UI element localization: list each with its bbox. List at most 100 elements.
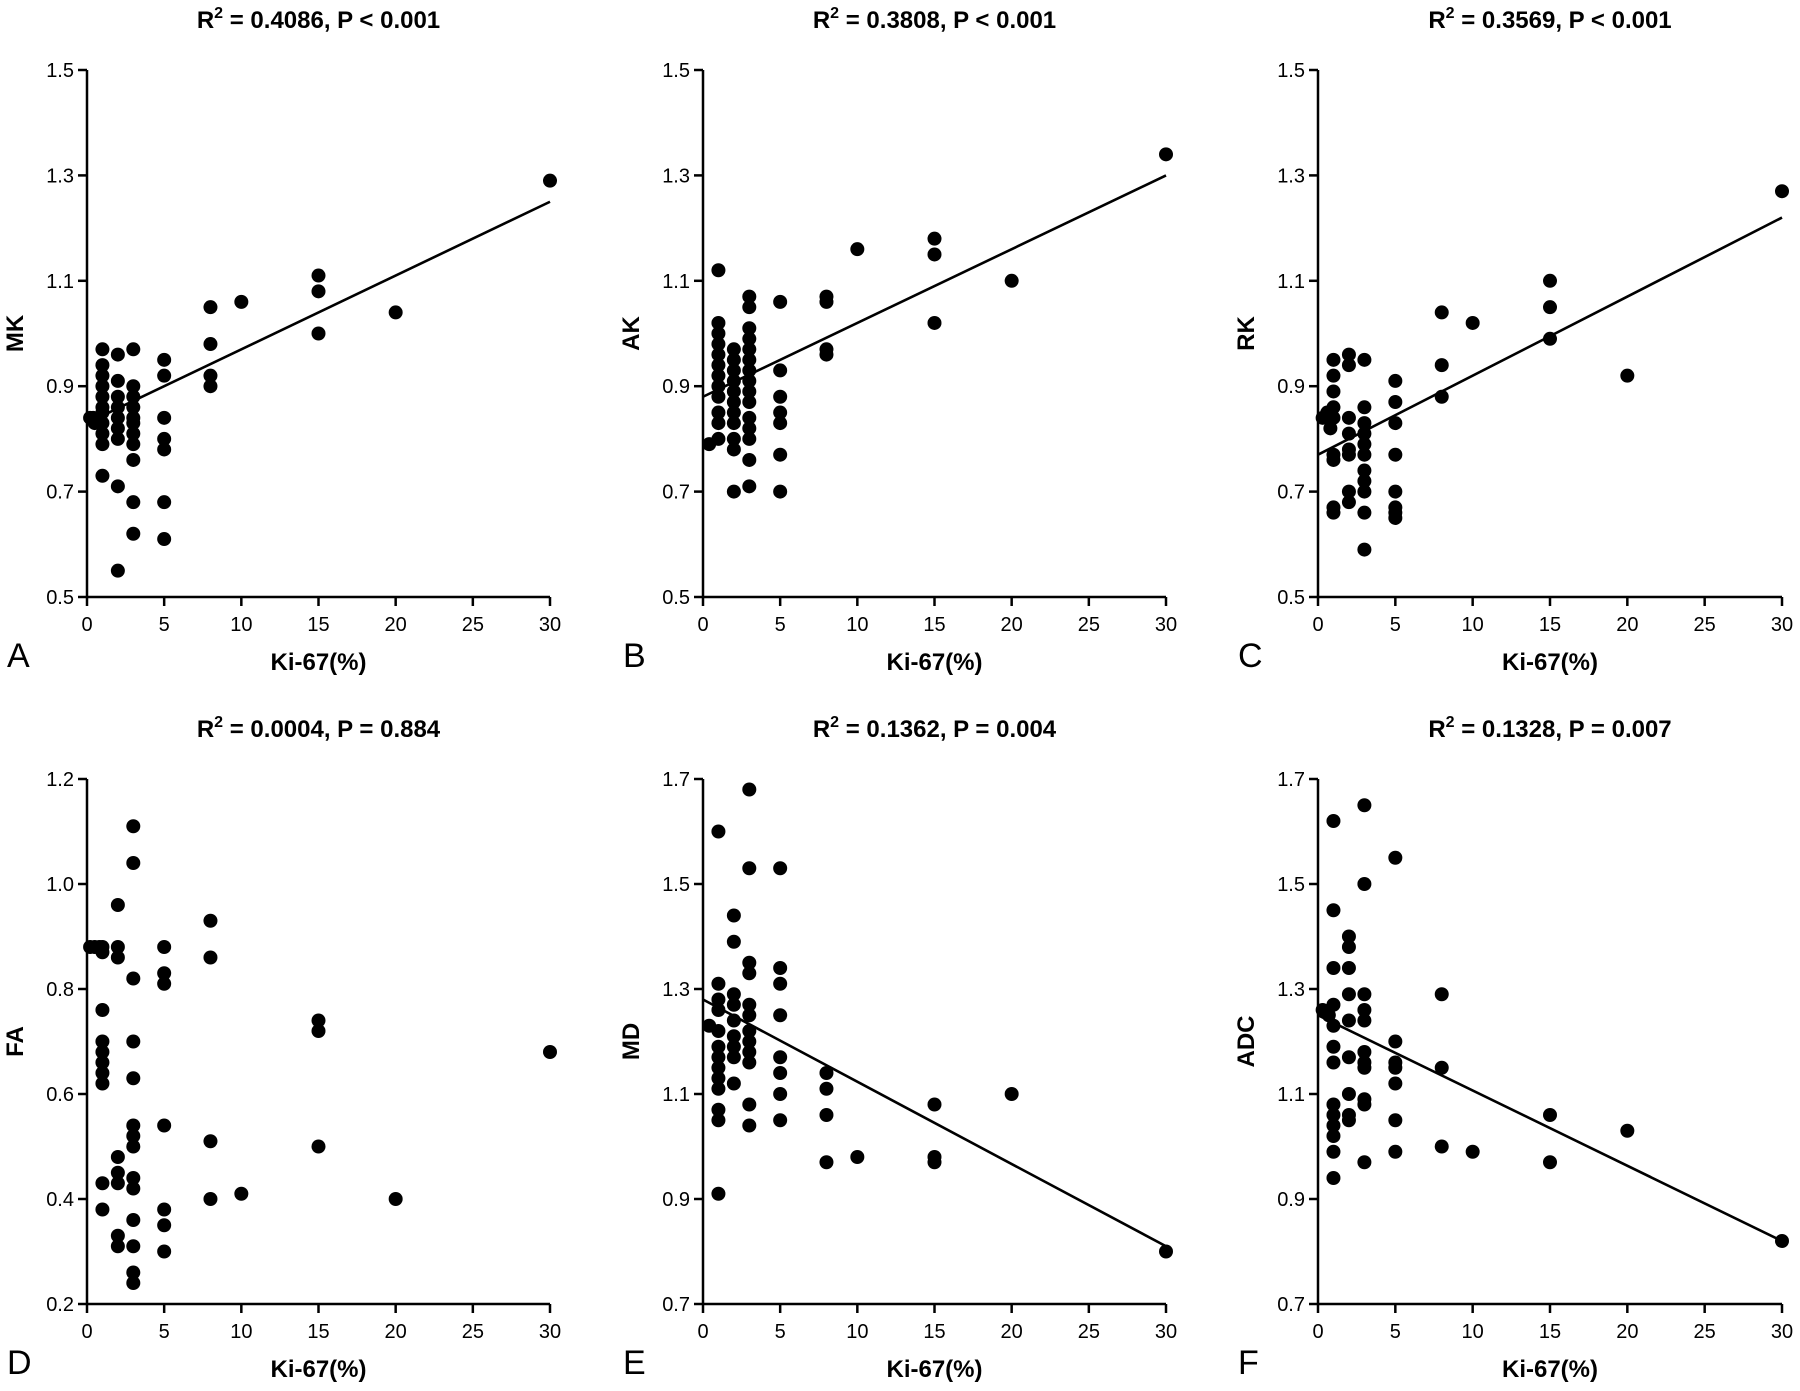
data-point xyxy=(1341,426,1356,441)
data-point xyxy=(726,1029,741,1044)
data-point xyxy=(1341,495,1356,510)
data-point xyxy=(1326,368,1341,383)
panel-title: R2 = 0.1328, P = 0.007 xyxy=(1428,714,1671,743)
data-point xyxy=(1341,484,1356,499)
data-point xyxy=(726,363,741,378)
x-tick-label: 0 xyxy=(697,614,708,636)
data-point xyxy=(1357,1045,1372,1059)
data-point xyxy=(1434,358,1449,373)
data-point xyxy=(203,379,218,394)
data-point xyxy=(1326,452,1341,467)
y-tick-label: 1.5 xyxy=(1277,874,1305,896)
data-point xyxy=(311,284,326,299)
data-point xyxy=(95,468,110,483)
data-point xyxy=(742,352,757,367)
data-point xyxy=(95,358,110,373)
data-point xyxy=(1341,961,1356,975)
data-point xyxy=(110,431,125,446)
data-point xyxy=(1326,1039,1341,1054)
x-tick-label: 0 xyxy=(1312,1321,1323,1343)
x-tick-label: 15 xyxy=(307,614,329,636)
data-point xyxy=(711,389,726,404)
x-tick-label: 30 xyxy=(1155,614,1177,636)
data-point xyxy=(110,410,125,425)
data-point xyxy=(126,1265,141,1280)
data-point xyxy=(1326,961,1341,975)
x-axis-label: Ki-67(%) xyxy=(1502,649,1598,676)
data-point xyxy=(1434,389,1449,404)
data-point xyxy=(711,1050,726,1065)
data-point xyxy=(126,1129,141,1143)
title-r: R xyxy=(197,7,214,34)
panel-letter: A xyxy=(7,637,30,675)
data-point xyxy=(711,992,726,1007)
data-point xyxy=(95,1076,110,1091)
data-point xyxy=(726,442,741,457)
x-tick-label: 30 xyxy=(1771,614,1793,636)
data-point xyxy=(1326,814,1341,828)
data-point xyxy=(95,368,110,383)
data-point xyxy=(726,373,741,388)
data-point xyxy=(742,384,757,399)
y-tick-label: 1.1 xyxy=(662,271,690,293)
data-point xyxy=(157,532,172,547)
data-point xyxy=(126,416,141,431)
data-point xyxy=(1388,484,1403,499)
data-point xyxy=(819,1066,834,1080)
y-tick-label: 1.3 xyxy=(1277,979,1305,1001)
data-point xyxy=(711,1039,726,1054)
panel-title: R2 = 0.3569, P < 0.001 xyxy=(1428,5,1671,34)
data-point xyxy=(1341,1087,1356,1101)
data-point xyxy=(126,1213,141,1227)
data-point xyxy=(726,431,741,446)
data-point xyxy=(1341,1050,1356,1065)
panel-title: R2 = 0.0004, P = 0.884 xyxy=(197,714,441,743)
data-point xyxy=(543,173,557,188)
data-point xyxy=(742,421,757,436)
data-point xyxy=(742,1097,757,1112)
title-superscript: 2 xyxy=(214,714,223,731)
data-point xyxy=(1357,1060,1372,1075)
x-tick-label: 25 xyxy=(1694,614,1716,636)
data-point xyxy=(95,389,110,404)
x-tick-label: 20 xyxy=(1616,1321,1638,1343)
data-point xyxy=(1326,410,1341,425)
data-point xyxy=(157,495,172,510)
title-superscript: 2 xyxy=(1446,5,1455,22)
data-point xyxy=(1357,400,1372,415)
data-point xyxy=(1388,850,1403,865)
title-superscript: 2 xyxy=(214,5,223,22)
y-tick-label: 1.1 xyxy=(1277,271,1305,293)
panel-letter: F xyxy=(1238,1344,1259,1382)
title-r: R xyxy=(1428,716,1445,743)
data-point xyxy=(773,1113,788,1128)
scatter-panel-f: R2 = 0.1328, P = 0.007 0.7 0.9 1.1 1.3 1.5 1.7… xyxy=(1233,714,1793,1383)
data-point xyxy=(711,337,726,352)
title-superscript: 2 xyxy=(1446,714,1455,731)
x-axis-label: Ki-67(%) xyxy=(886,649,982,676)
data-point xyxy=(110,1176,125,1191)
data-point xyxy=(726,342,741,357)
data-point xyxy=(157,940,172,954)
data-point xyxy=(311,1139,326,1154)
x-tick-label: 25 xyxy=(462,614,484,636)
data-point xyxy=(1434,305,1449,320)
data-point xyxy=(1159,1244,1173,1259)
data-point xyxy=(203,337,218,352)
data-point xyxy=(742,997,757,1012)
x-tick-label: 0 xyxy=(81,614,92,636)
data-point xyxy=(1341,1113,1356,1128)
data-point xyxy=(95,379,110,394)
data-point xyxy=(110,421,125,436)
data-point xyxy=(711,431,726,446)
data-point xyxy=(95,945,110,960)
data-point xyxy=(1388,1034,1403,1049)
title-r: R xyxy=(813,716,830,743)
data-point xyxy=(742,1055,757,1070)
data-point xyxy=(1357,474,1372,489)
data-point xyxy=(742,331,757,346)
y-tick-label: 1.5 xyxy=(46,60,74,82)
data-point xyxy=(1326,384,1341,399)
data-point xyxy=(110,563,125,578)
